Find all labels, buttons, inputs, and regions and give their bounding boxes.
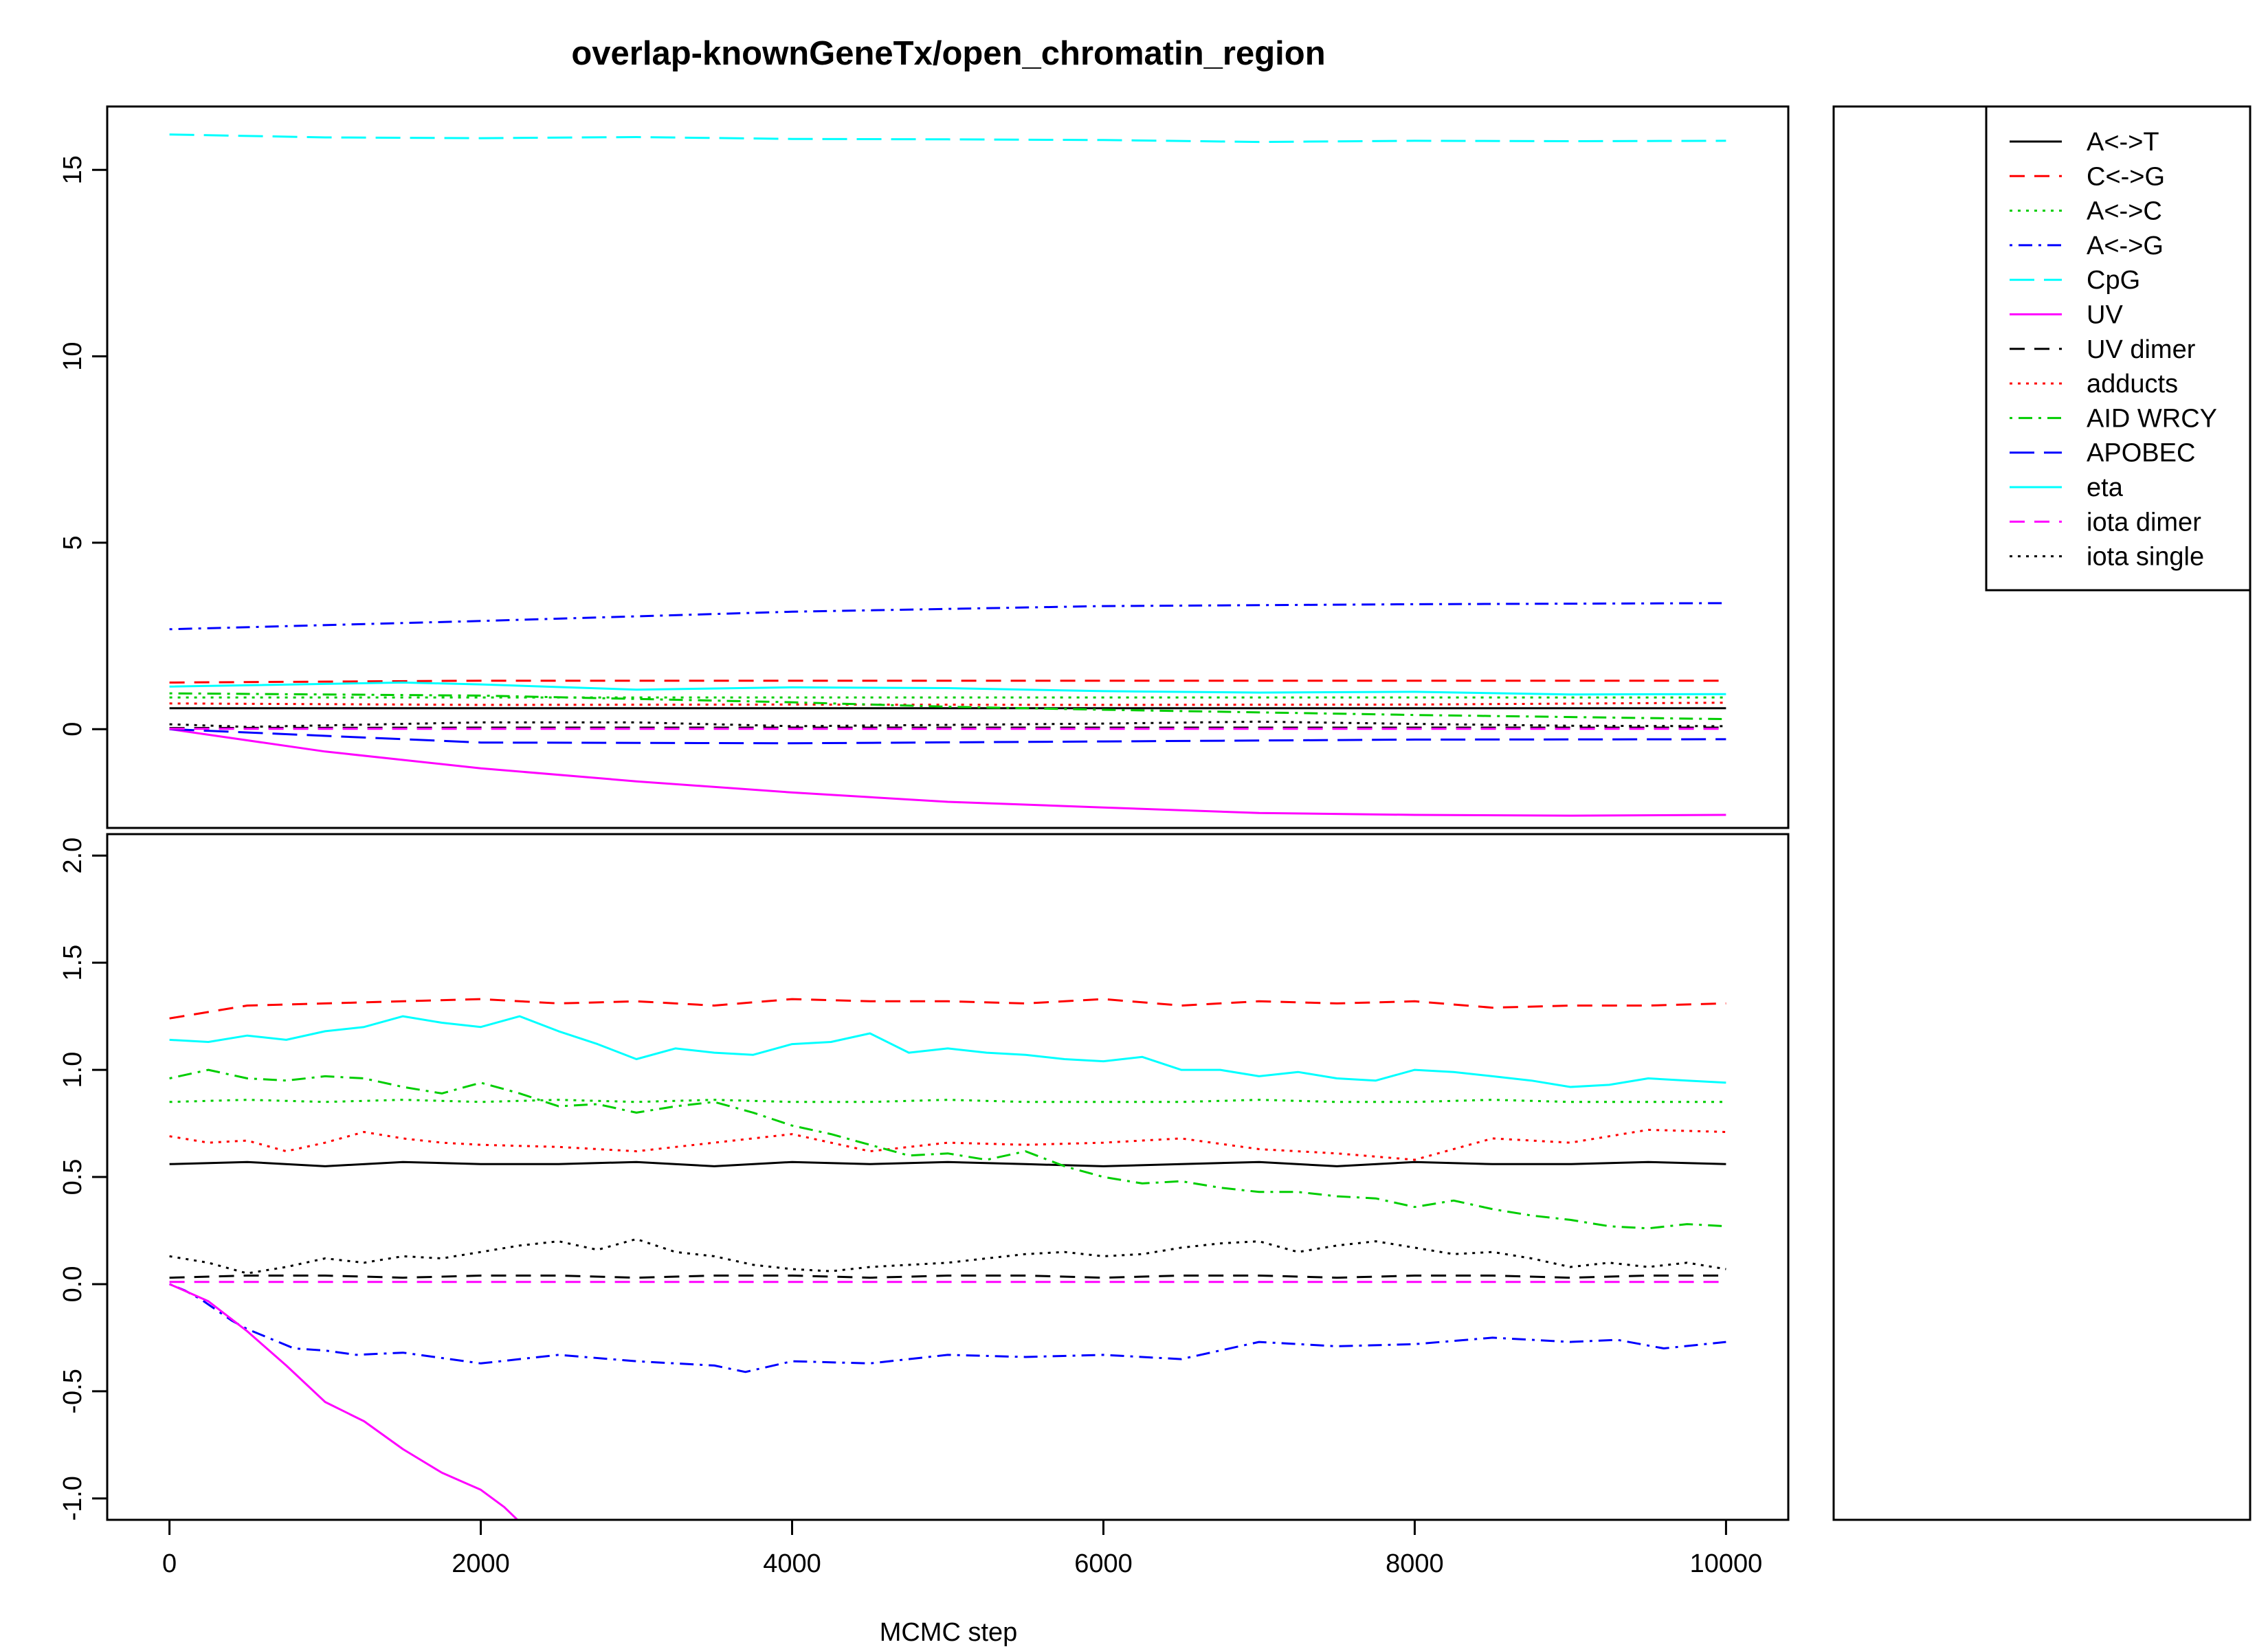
series-line-bottom-0 [169, 1160, 1726, 1167]
x-tick-label: 6000 [1074, 1549, 1133, 1578]
top-y-tick-label: 5 [58, 535, 87, 550]
bottom-panel-frame [106, 833, 1790, 1521]
bottom-y-tick-label: 0.5 [58, 1159, 87, 1196]
series-line-bottom-7 [169, 1128, 1726, 1161]
legend: A<->T C<->G A<->C A<->G CpG UV UV dimer adducts… [2010, 128, 2217, 572]
legend-label: iota single [2087, 543, 2204, 572]
legend-label: UV [2087, 301, 2123, 330]
top-panel-frame [106, 105, 1790, 829]
bottom-y-tick-label: 2.0 [58, 838, 87, 874]
bottom-y-tick-label: -1.0 [58, 1476, 87, 1521]
x-axis: 0 2000 4000 6000 8000 10000 [162, 1518, 1763, 1578]
series-line-top-9 [169, 728, 1726, 745]
x-tick-label: 4000 [763, 1549, 821, 1578]
bottom-y-tick-label: -0.5 [58, 1369, 87, 1413]
series-line-top-10 [169, 681, 1726, 696]
legend-label: A<->C [2087, 197, 2162, 226]
top-panel-series [169, 133, 1726, 817]
series-line-bottom-10 [169, 1015, 1726, 1088]
bottom-panel-series [168, 998, 1726, 1520]
legend-panel-frame [1832, 105, 2252, 1521]
legend-label: APOBEC [2087, 439, 2195, 468]
bottom-y-tick-label: 1.5 [58, 945, 87, 981]
top-panel-y-axis: 0 5 10 15 [58, 155, 107, 737]
series-line-bottom-6 [169, 1275, 1726, 1279]
top-y-tick-label: 10 [58, 341, 87, 370]
x-tick-label: 8000 [1386, 1549, 1444, 1578]
legend-label: eta [2087, 473, 2124, 502]
legend-label: adducts [2087, 370, 2178, 399]
top-y-tick-label: 15 [58, 155, 87, 184]
series-line-bottom-3 [169, 1283, 1726, 1373]
bottom-y-tick-label: 0.0 [58, 1266, 87, 1303]
legend-label: A<->T [2087, 128, 2159, 157]
series-line-top-7 [169, 702, 1726, 706]
x-tick-label: 10000 [1690, 1549, 1763, 1578]
series-line-bottom-8 [169, 1068, 1726, 1230]
series-line-top-3 [169, 602, 1726, 631]
legend-label: AID WRCY [2087, 404, 2217, 433]
x-tick-label: 0 [162, 1549, 177, 1578]
series-line-top-12 [169, 720, 1726, 728]
legend-label: UV dimer [2087, 335, 2196, 364]
legend-label: iota dimer [2087, 508, 2201, 537]
legend-label: A<->G [2087, 232, 2164, 260]
chart-title: overlap-knownGeneTx/open_chromatin_regio… [571, 35, 1325, 72]
x-tick-label: 2000 [452, 1549, 510, 1578]
top-y-tick-label: 0 [58, 722, 87, 737]
x-axis-label: MCMC step [880, 1618, 1018, 1647]
bottom-panel-y-axis: -1.0 -0.5 0.0 0.5 1.0 1.5 2.0 [58, 838, 107, 1521]
series-line-bottom-2 [169, 1099, 1726, 1103]
series-line-top-4 [169, 133, 1726, 144]
bottom-y-tick-label: 1.0 [58, 1052, 87, 1088]
legend-label: CpG [2087, 266, 2140, 295]
legend-label: C<->G [2087, 162, 2165, 191]
series-line-top-5 [169, 728, 1726, 817]
series-line-bottom-12 [169, 1237, 1726, 1275]
series-line-top-1 [169, 680, 1726, 684]
legend-box [1985, 105, 2252, 592]
series-line-bottom-5 [168, 1283, 520, 1520]
